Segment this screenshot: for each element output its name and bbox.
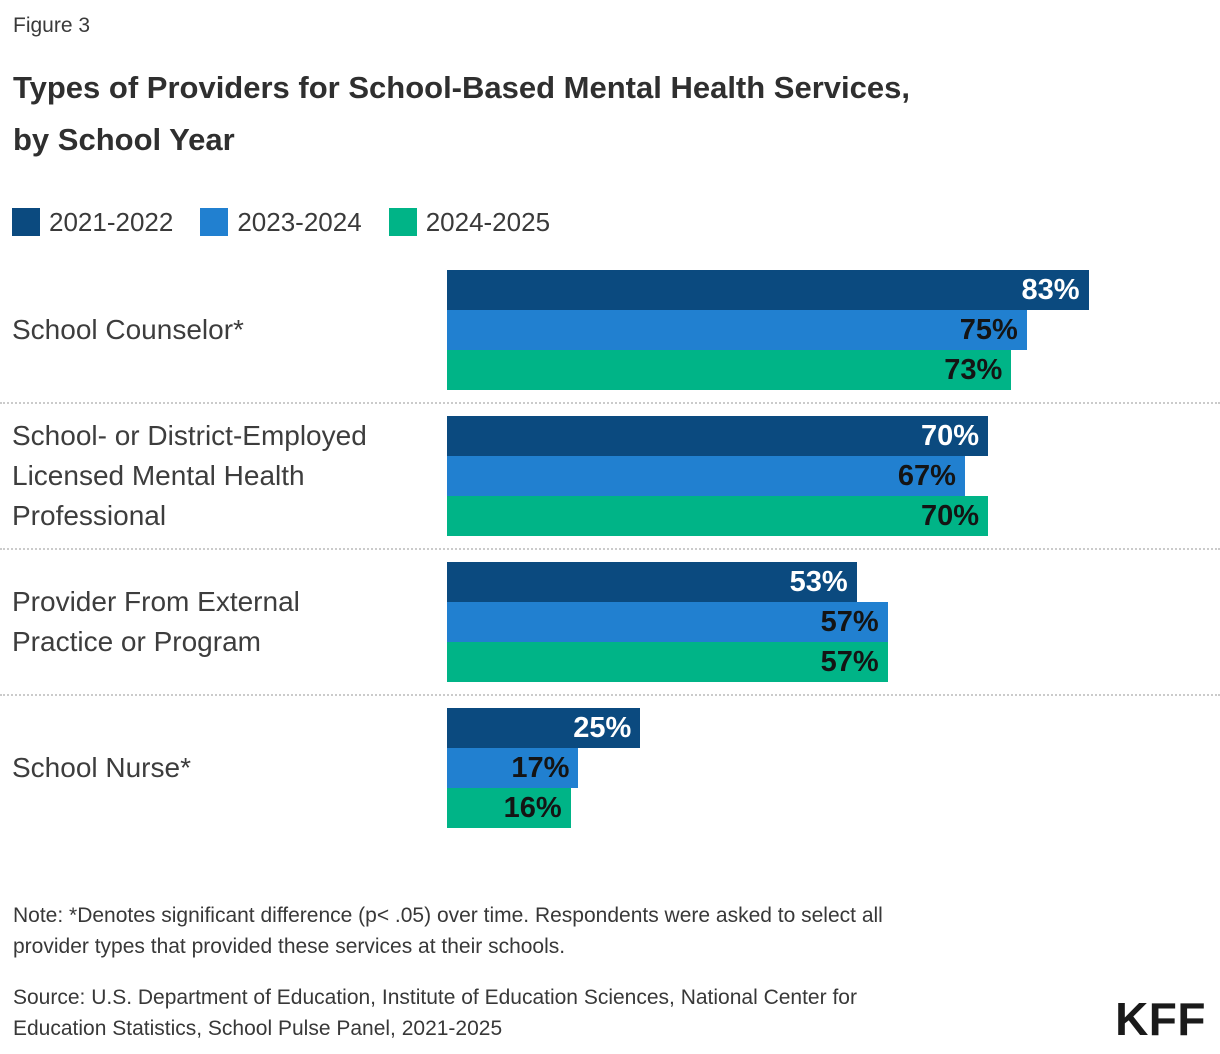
bar-2023-2024: 17% [447, 748, 579, 788]
bar-value-label: 16% [503, 792, 562, 824]
category-row: School Nurse* 25% 17% 16% [0, 708, 1220, 828]
bar-2023-2024: 67% [447, 456, 965, 496]
category-label: School- or District-Employed Licensed Me… [12, 420, 367, 531]
legend-label: 2021-2022 [49, 207, 174, 237]
category-bars: 70% 67% 70% [447, 416, 1220, 536]
chart-legend: 2021-2022 2023-2024 2024-2025 [12, 207, 1220, 237]
category-label: School Nurse* [12, 752, 191, 783]
category-row: Provider From External Practice or Progr… [0, 562, 1220, 682]
figure-number-label: Figure 3 [13, 14, 91, 37]
category-bars: 83% 75% 73% [447, 270, 1220, 390]
legend-swatch-icon [200, 208, 229, 236]
category-bars: 25% 17% 16% [447, 708, 1220, 828]
bar-2024-2025: 16% [447, 788, 571, 828]
bar-value-label: 73% [944, 354, 1003, 386]
bar-value-label: 17% [511, 752, 570, 784]
bar-value-label: 70% [921, 420, 980, 452]
legend-swatch-icon [388, 208, 417, 236]
bar-2024-2025: 57% [447, 642, 888, 682]
category-label: School Counselor* [12, 314, 244, 345]
category-bars: 53% 57% 57% [447, 562, 1220, 682]
category-row: School Counselor* 83% 75% 73% [0, 270, 1220, 390]
bar-2024-2025: 73% [447, 350, 1012, 390]
bar-2021-2022: 53% [447, 562, 857, 602]
legend-swatch-icon [12, 208, 40, 236]
category-label: Provider From External Practice or Progr… [12, 586, 300, 657]
bar-value-label: 53% [789, 566, 848, 598]
bar-2021-2022: 25% [447, 708, 641, 748]
group-divider [0, 694, 1220, 696]
bar-chart: School Counselor* 83% 75% 73% School- or Dis… [0, 270, 1220, 828]
bar-2021-2022: 83% [447, 270, 1089, 310]
bar-value-label: 57% [820, 646, 879, 678]
bar-2023-2024: 75% [447, 310, 1027, 350]
legend-label: 2023-2024 [237, 207, 362, 237]
group-divider [0, 548, 1220, 550]
bar-value-label: 75% [959, 314, 1018, 346]
bar-value-label: 67% [897, 460, 956, 492]
group-divider [0, 402, 1220, 404]
note-text: Note: *Denotes significant difference (p… [13, 904, 883, 958]
bar-value-label: 25% [573, 712, 632, 744]
bar-value-label: 83% [1021, 274, 1080, 306]
legend-item: 2021-2022 [12, 207, 173, 237]
bar-value-label: 57% [820, 606, 879, 638]
category-row: School- or District-Employed Licensed Me… [0, 416, 1220, 536]
chart-title: Types of Providers for School-Based Ment… [13, 70, 910, 157]
legend-item: 2023-2024 [200, 207, 362, 237]
kff-logo: KFF [1115, 993, 1206, 1045]
source-text: Source: U.S. Department of Education, In… [13, 986, 857, 1040]
legend-item: 2024-2025 [388, 207, 551, 237]
bar-2023-2024: 57% [447, 602, 888, 642]
bar-2024-2025: 70% [447, 496, 989, 536]
bar-value-label: 70% [921, 500, 980, 532]
legend-label: 2024-2025 [425, 207, 551, 237]
bar-2021-2022: 70% [447, 416, 989, 456]
